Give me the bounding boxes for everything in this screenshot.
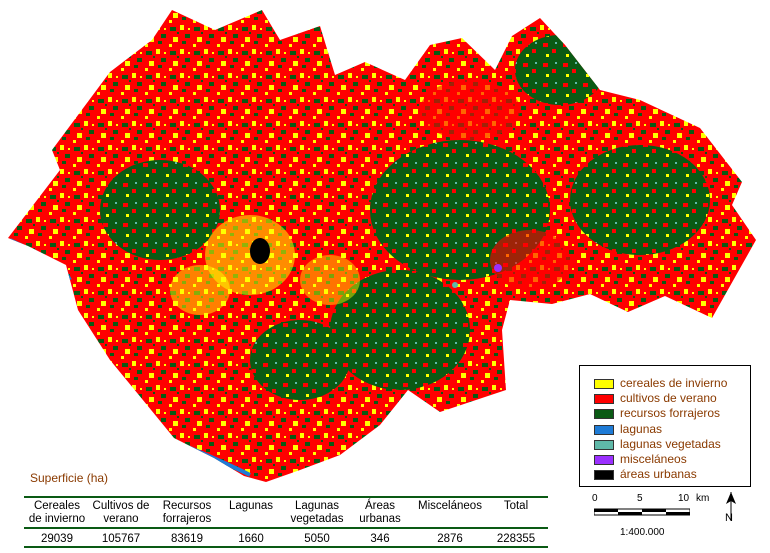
legend-item-lagunas-vegetadas: lagunas vegetadas xyxy=(594,437,721,451)
header-line: Lagunas xyxy=(294,500,340,512)
header-areas-urbanas: Áreas urbanas xyxy=(351,500,409,526)
table-bottom-rule xyxy=(24,546,548,548)
header-line: Misceláneos xyxy=(418,500,482,512)
legend-swatch xyxy=(594,408,614,419)
header-line: Áreas xyxy=(364,500,396,512)
value-lagunas-vegetadas: 5050 xyxy=(304,533,330,545)
value-cultivos: 105767 xyxy=(101,533,141,545)
legend-item-cultivos-de-verano: cultivos de verano xyxy=(594,391,717,405)
header-miscelaneos: Misceláneos xyxy=(410,500,490,513)
legend-label: lagunas vegetadas xyxy=(620,437,721,451)
legend-label: recursos forrajeros xyxy=(620,406,721,420)
header-line: de invierno xyxy=(28,513,86,525)
scale-bar-graphic xyxy=(594,508,690,516)
north-arrow-icon xyxy=(726,492,736,520)
north-label: N xyxy=(725,512,733,524)
header-line: Cultivos de xyxy=(92,500,150,512)
legend-item-miscelaneos: misceláneos xyxy=(594,452,687,466)
legend-item-cereales-de-invierno: cereales de invierno xyxy=(594,376,727,390)
north-arrow: N xyxy=(720,490,742,530)
header-lagunas: Lagunas xyxy=(220,500,282,513)
scale-unit: km xyxy=(696,493,710,504)
legend-swatch xyxy=(594,454,614,465)
scale-tick-label: 0 xyxy=(592,493,598,504)
header-lagunas-vegetadas: Lagunas vegetadas xyxy=(284,500,350,526)
value-lagunas: 1660 xyxy=(238,533,264,545)
legend-swatch xyxy=(594,393,614,404)
legend-label: lagunas xyxy=(620,422,663,436)
legend-label: cultivos de verano xyxy=(620,391,717,405)
header-line: Recursos xyxy=(162,500,212,512)
legend-label: cereales de invierno xyxy=(620,376,728,390)
legend-label: misceláneos xyxy=(620,452,687,466)
scale-ratio: 1:400.000 xyxy=(620,527,665,538)
legend-swatch xyxy=(594,439,614,450)
header-recursos: Recursos forrajeros xyxy=(155,500,219,526)
value-areas-urbanas: 346 xyxy=(370,533,390,545)
legend-swatch xyxy=(594,378,614,389)
legend-swatch xyxy=(594,469,614,480)
value-total: 228355 xyxy=(496,533,536,545)
table-top-rule xyxy=(24,496,548,498)
value-recursos: 83619 xyxy=(171,533,203,545)
header-cultivos: Cultivos de verano xyxy=(88,500,154,526)
table-mid-rule xyxy=(24,527,548,529)
legend-item-lagunas: lagunas xyxy=(594,422,662,436)
header-line: Cereales xyxy=(33,500,81,512)
legend-item-areas-urbanas: áreas urbanas xyxy=(594,467,697,481)
header-line: Total xyxy=(503,500,529,512)
scale-tick-label: 10 xyxy=(678,493,690,504)
value-cereales: 29039 xyxy=(41,533,73,545)
legend-label: áreas urbanas xyxy=(620,467,697,481)
table-title: Superficie (ha) xyxy=(30,471,109,485)
map-legend: cereales de invierno cultivos de verano … xyxy=(579,365,751,487)
header-line: verano xyxy=(103,513,139,525)
header-line: Lagunas xyxy=(228,500,274,512)
scale-tick-label: 5 xyxy=(637,493,643,504)
header-total: Total xyxy=(490,500,542,513)
header-line: urbanas xyxy=(359,513,401,525)
scale-bar: 0 5 10 km 1:400.000 xyxy=(592,493,712,543)
header-line: forrajeros xyxy=(162,513,212,525)
legend-swatch xyxy=(594,424,614,435)
header-cereales: Cereales de invierno xyxy=(24,500,90,526)
header-line: vegetadas xyxy=(290,513,344,525)
value-miscelaneos: 2876 xyxy=(437,533,463,545)
legend-item-recursos-forrajeros: recursos forrajeros xyxy=(594,406,720,420)
